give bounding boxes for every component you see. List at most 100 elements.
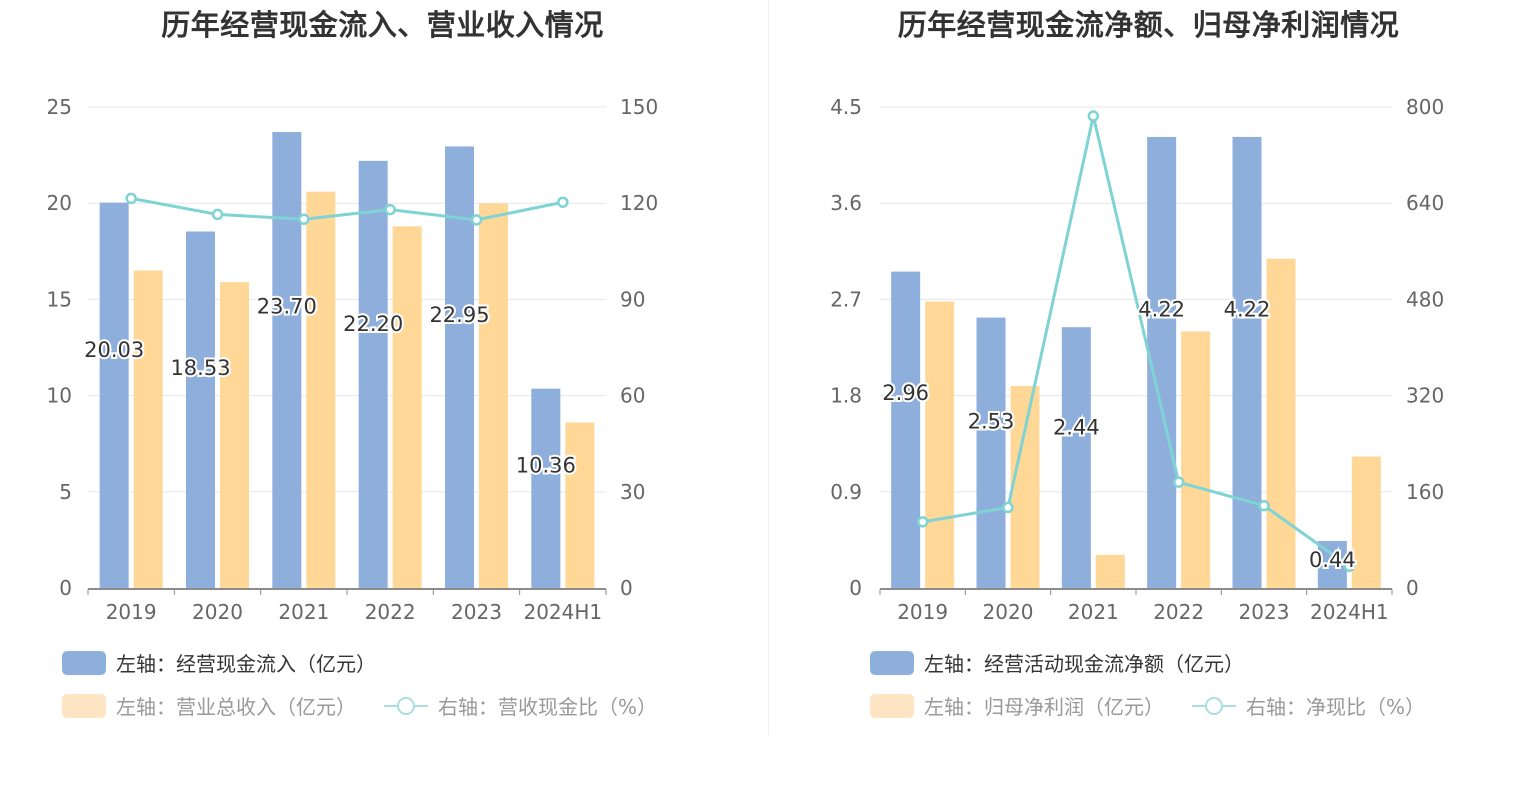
legend-row-1: 左轴：经营活动现金流净额（亿元） bbox=[870, 648, 1272, 677]
category-label: 2021 bbox=[278, 600, 329, 624]
bar bbox=[1181, 331, 1211, 588]
line-point bbox=[1002, 501, 1014, 514]
category-label: 2020 bbox=[983, 600, 1034, 624]
category-label: 2024H1 bbox=[1310, 600, 1389, 624]
legend-line-swatch bbox=[384, 694, 428, 718]
category-label: 2022 bbox=[365, 600, 416, 624]
data-label: 22.20 bbox=[343, 312, 403, 336]
category-label: 2021 bbox=[1068, 600, 1119, 624]
category-label: 2022 bbox=[1153, 600, 1204, 624]
line-point bbox=[470, 214, 483, 226]
chart-panel-left: 历年经营现金流入、营业收入情况 0 5 10 15 20 25 0 30 60 90 120 150 2… bbox=[0, 0, 765, 786]
bar bbox=[99, 202, 129, 588]
legend-swatch bbox=[870, 650, 914, 675]
legend-label: 左轴：归母净利润（亿元） bbox=[924, 695, 1164, 719]
legend-item-net-profit[interactable]: 左轴：归母净利润（亿元） bbox=[870, 691, 1164, 720]
legend-item-net-cash-flow[interactable]: 左轴：经营活动现金流净额（亿元） bbox=[870, 648, 1244, 677]
right-axis-tick-label: 0 bbox=[1406, 576, 1419, 600]
left-axis-tick-label: 2.7 bbox=[830, 287, 862, 311]
bar bbox=[1095, 554, 1125, 588]
line-point bbox=[125, 192, 137, 205]
data-label: 4.22 bbox=[1138, 297, 1185, 321]
bar bbox=[1266, 258, 1296, 588]
line-point bbox=[1343, 560, 1356, 573]
right-axis-tick-label: 320 bbox=[1406, 384, 1444, 408]
right-axis-tick-label: 150 bbox=[620, 95, 658, 119]
left-axis-tick-label: 5 bbox=[59, 480, 72, 504]
legend-label: 右轴：净现比（%） bbox=[1246, 695, 1426, 719]
legend-line-swatch bbox=[1192, 694, 1236, 718]
line-point bbox=[298, 213, 310, 225]
right-axis-tick-label: 30 bbox=[620, 480, 645, 504]
bar bbox=[531, 388, 561, 588]
left-axis-tick-label: 20 bbox=[47, 191, 72, 215]
data-label: 10.36 bbox=[516, 453, 576, 477]
left-axis-tick-label: 0.9 bbox=[830, 480, 862, 504]
left-axis-tick-label: 4.5 bbox=[830, 95, 862, 119]
legend-item-net-cash-ratio[interactable]: 右轴：净现比（%） bbox=[1192, 691, 1425, 720]
data-label: 0.44 bbox=[1309, 548, 1356, 572]
bar bbox=[220, 282, 249, 588]
bar bbox=[358, 160, 388, 588]
series-line bbox=[922, 115, 1351, 568]
bar bbox=[891, 271, 921, 588]
right-axis-tick-label: 60 bbox=[620, 384, 645, 408]
right-axis-tick-label: 120 bbox=[620, 191, 658, 215]
bar bbox=[925, 301, 955, 588]
bar bbox=[186, 231, 215, 589]
bar bbox=[1010, 385, 1040, 588]
legend-row-2: 左轴：营业总收入（亿元） 右轴：营收现金比（%） bbox=[62, 691, 685, 720]
line-point bbox=[916, 516, 929, 528]
legend-item-cash-inflow[interactable]: 左轴：经营现金流入（亿元） bbox=[62, 648, 376, 677]
category-label: 2023 bbox=[1239, 600, 1290, 624]
legend-item-revenue[interactable]: 左轴：营业总收入（亿元） bbox=[62, 691, 356, 720]
left-axis-tick-label: 15 bbox=[47, 287, 72, 311]
legend-row-2: 左轴：归母净利润（亿元） 右轴：净现比（%） bbox=[870, 691, 1453, 720]
category-label: 2023 bbox=[451, 600, 502, 624]
left-axis-tick-label: 1.8 bbox=[830, 384, 862, 408]
left-axis-tick-label: 25 bbox=[47, 95, 72, 119]
bar bbox=[445, 146, 474, 588]
bar bbox=[392, 226, 422, 588]
left-axis-tick-label: 0 bbox=[849, 576, 862, 600]
line-point bbox=[1258, 499, 1270, 512]
left-axis-tick-label: 10 bbox=[47, 384, 72, 408]
line-point bbox=[1172, 476, 1185, 488]
chart-plot-right: 0 0.9 1.8 2.7 3.6 4.5 0 160 320 480 640 800 2019 2020… bbox=[830, 95, 1444, 624]
bar bbox=[565, 422, 595, 588]
right-axis-tick-label: 160 bbox=[1406, 480, 1444, 504]
bar bbox=[1351, 456, 1381, 588]
category-label: 2024H1 bbox=[523, 600, 602, 624]
legend-label: 右轴：营收现金比（%） bbox=[438, 695, 658, 719]
legend-row-1: 左轴：经营现金流入（亿元） bbox=[62, 648, 404, 677]
category-label: 2020 bbox=[192, 600, 243, 624]
data-label: 2.53 bbox=[968, 409, 1015, 433]
legend-swatch bbox=[62, 693, 106, 718]
right-axis-tick-label: 480 bbox=[1406, 287, 1444, 311]
data-label: 4.22 bbox=[1224, 297, 1271, 321]
line-point bbox=[384, 203, 396, 216]
chart-panel-right: 历年经营现金流净额、归母净利润情况 0 0.9 1.8 2.7 3.6 4.5 0 160 32… bbox=[766, 0, 1531, 786]
right-axis-tick-label: 640 bbox=[1406, 191, 1444, 215]
right-axis-tick-label: 800 bbox=[1406, 95, 1444, 119]
category-label: 2019 bbox=[897, 600, 948, 624]
series-line bbox=[130, 196, 564, 222]
chart-title: 历年经营现金流净额、归母净利润情况 bbox=[897, 8, 1400, 42]
bar bbox=[479, 203, 508, 588]
line-point bbox=[1087, 110, 1100, 122]
chart-plot-left: 0 5 10 15 20 25 0 30 60 90 120 150 2019 2020 2021 2022 2… bbox=[47, 95, 659, 624]
data-label: 18.53 bbox=[170, 356, 230, 380]
category-label: 2019 bbox=[106, 600, 157, 624]
bar bbox=[976, 317, 1006, 588]
left-axis-tick-label: 0 bbox=[59, 576, 72, 600]
panel-divider bbox=[768, 0, 769, 735]
data-label: 2.96 bbox=[882, 381, 929, 405]
legend-swatch bbox=[62, 650, 106, 675]
legend-item-cash-ratio[interactable]: 右轴：营收现金比（%） bbox=[384, 691, 657, 720]
line-point bbox=[211, 208, 224, 221]
left-axis-tick-label: 3.6 bbox=[830, 191, 862, 215]
right-axis-tick-label: 90 bbox=[620, 287, 645, 311]
legend-label: 左轴：经营活动现金流净额（亿元） bbox=[924, 652, 1244, 676]
data-label: 20.03 bbox=[84, 338, 144, 362]
chart-title: 历年经营现金流入、营业收入情况 bbox=[161, 8, 604, 42]
